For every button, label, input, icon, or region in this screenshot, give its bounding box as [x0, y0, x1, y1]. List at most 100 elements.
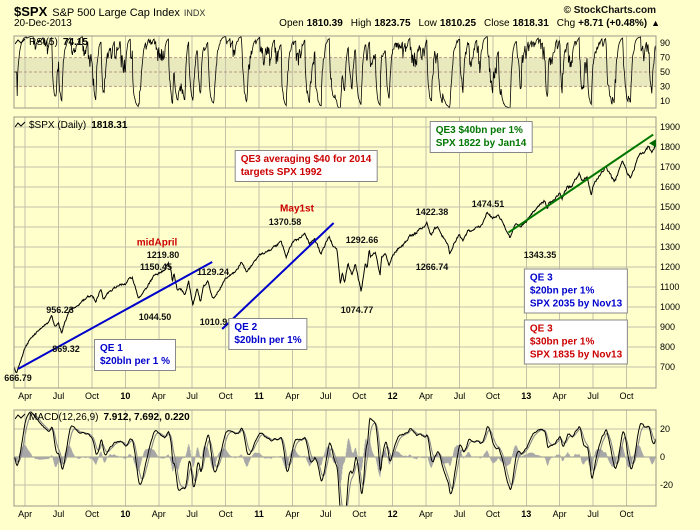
x-tick-label: Jul	[186, 509, 198, 519]
x-tick-label: Jul	[454, 391, 466, 401]
trendline-QE2	[221, 222, 335, 330]
index-name: S&P 500 Large Cap Index	[52, 7, 180, 19]
x-tick-label: Oct	[352, 509, 367, 519]
x-tick-label: Jul	[320, 391, 332, 401]
x-tick-label: Oct	[85, 509, 100, 519]
quote-value: 1810.39	[306, 18, 343, 29]
rsi-panel-border	[13, 35, 657, 109]
quote-label: High	[350, 18, 372, 29]
x-tick-label: 11	[254, 509, 264, 519]
macd-line	[14, 411, 656, 506]
x-tick-label: Apr	[419, 509, 433, 519]
x-tick-label: 12	[388, 509, 398, 519]
x-tick-label: Apr	[285, 391, 299, 401]
macd-y-tick: 0	[660, 452, 665, 462]
trendline-QE3	[507, 133, 654, 234]
price-y-tick: 1900	[660, 122, 680, 132]
quote-open: Open 1810.39	[271, 18, 343, 29]
quote-line: Open 1810.39 High 1823.75 Low 1810.25 Close 181…	[271, 18, 660, 29]
price-y-tick: 800	[660, 342, 675, 352]
x-tick-label: Apr	[553, 391, 567, 401]
chart-header: $SPX S&P 500 Large Cap Index INDX	[14, 3, 205, 21]
macd-y-tick: 20	[660, 424, 670, 434]
x-tick-label: Apr	[419, 391, 433, 401]
macd-value: 7.912, 7.692, 0.220	[103, 412, 190, 423]
quote-value: 1823.75	[374, 18, 411, 29]
rsi-y-tick: 30	[660, 81, 670, 91]
macd-y-tick: -20	[660, 480, 673, 490]
rsi-y-tick: 70	[660, 53, 670, 63]
last-price-arrow	[649, 139, 656, 148]
price-y-tick: 1000	[660, 302, 680, 312]
x-tick-label: Apr	[18, 509, 32, 519]
rsi-y-tick: 50	[660, 67, 670, 77]
price-y-tick: 1400	[660, 222, 680, 232]
quote-value: 1818.31	[512, 18, 549, 29]
price-y-tick: 1500	[660, 202, 680, 212]
indicator-line-icon	[15, 413, 26, 420]
x-tick-label: Oct	[486, 509, 501, 519]
price-y-tick: 1100	[660, 282, 679, 292]
price-label: $SPX (Daily)	[29, 120, 87, 131]
rsi-panel-title: RSI(5) 74.15	[15, 37, 88, 48]
price-y-tick: 1200	[660, 262, 680, 272]
price-y-tick: 1300	[660, 242, 680, 252]
macd-panel-title: MACD(12,26,9) 7.912, 7.692, 0.220	[15, 412, 190, 423]
x-tick-label: Jul	[587, 509, 599, 519]
stockcharts-credit: © StockCharts.com	[563, 5, 656, 16]
price-y-tick: 700	[660, 362, 675, 372]
quote-value: +8.71 (+0.48%)	[578, 18, 648, 29]
rsi-y-tick: 90	[660, 38, 670, 48]
chart-date: 20-Dec-2013	[14, 18, 72, 29]
macd-panel-border	[13, 409, 657, 507]
indicator-line-icon	[15, 38, 26, 45]
symbol: $SPX	[14, 4, 48, 19]
x-tick-label: 11	[254, 391, 264, 401]
x-tick-label: Apr	[285, 509, 299, 519]
spx-price-line	[14, 142, 656, 373]
x-tick-label: Oct	[486, 391, 501, 401]
rsi-line	[14, 36, 656, 108]
x-tick-label: Apr	[152, 509, 166, 519]
quote-label: Chg	[556, 18, 576, 29]
exchange: INDX	[183, 8, 206, 18]
price-panel-border	[13, 116, 657, 389]
x-tick-label: Jul	[186, 391, 198, 401]
rsi-y-tick: 10	[660, 96, 670, 106]
x-tick-label: Jul	[53, 509, 65, 519]
x-tick-label: Jul	[454, 509, 466, 519]
x-tick-label: Oct	[352, 391, 367, 401]
price-y-tick: 1700	[660, 162, 680, 172]
x-tick-label: 13	[521, 391, 531, 401]
price-y-tick: 900	[660, 322, 675, 332]
price-y-tick: 1800	[660, 142, 680, 152]
x-tick-label: Jul	[320, 509, 332, 519]
quote-low: Low 1810.25	[411, 18, 477, 29]
macd-label: MACD(12,26,9)	[29, 412, 99, 423]
quote-chg: Chg +8.71 (+0.48%)	[549, 18, 647, 29]
x-tick-label: Apr	[152, 391, 166, 401]
trendline-QE1	[17, 261, 213, 370]
x-tick-label: Jul	[53, 391, 65, 401]
quote-label: Low	[418, 18, 437, 29]
rsi-label: RSI(5)	[29, 37, 58, 48]
x-tick-label: 10	[120, 509, 130, 519]
price-panel-title: $SPX (Daily) 1818.31	[15, 120, 127, 131]
x-tick-label: Oct	[619, 391, 634, 401]
indicator-line-icon	[15, 121, 26, 128]
x-tick-label: 10	[120, 391, 130, 401]
x-tick-label: 13	[521, 509, 531, 519]
quote-close: Close 1818.31	[476, 18, 549, 29]
x-tick-label: Oct	[619, 509, 634, 519]
quote-label: Close	[484, 18, 510, 29]
change-up-arrow-icon: ▲	[651, 18, 660, 28]
price-value: 1818.31	[91, 120, 128, 131]
quote-value: 1810.25	[439, 18, 477, 29]
x-tick-label: 12	[388, 391, 398, 401]
x-tick-label: Oct	[219, 391, 234, 401]
quote-label: Open	[279, 18, 304, 29]
x-tick-label: Oct	[85, 391, 100, 401]
rsi-value: 74.15	[62, 37, 88, 48]
